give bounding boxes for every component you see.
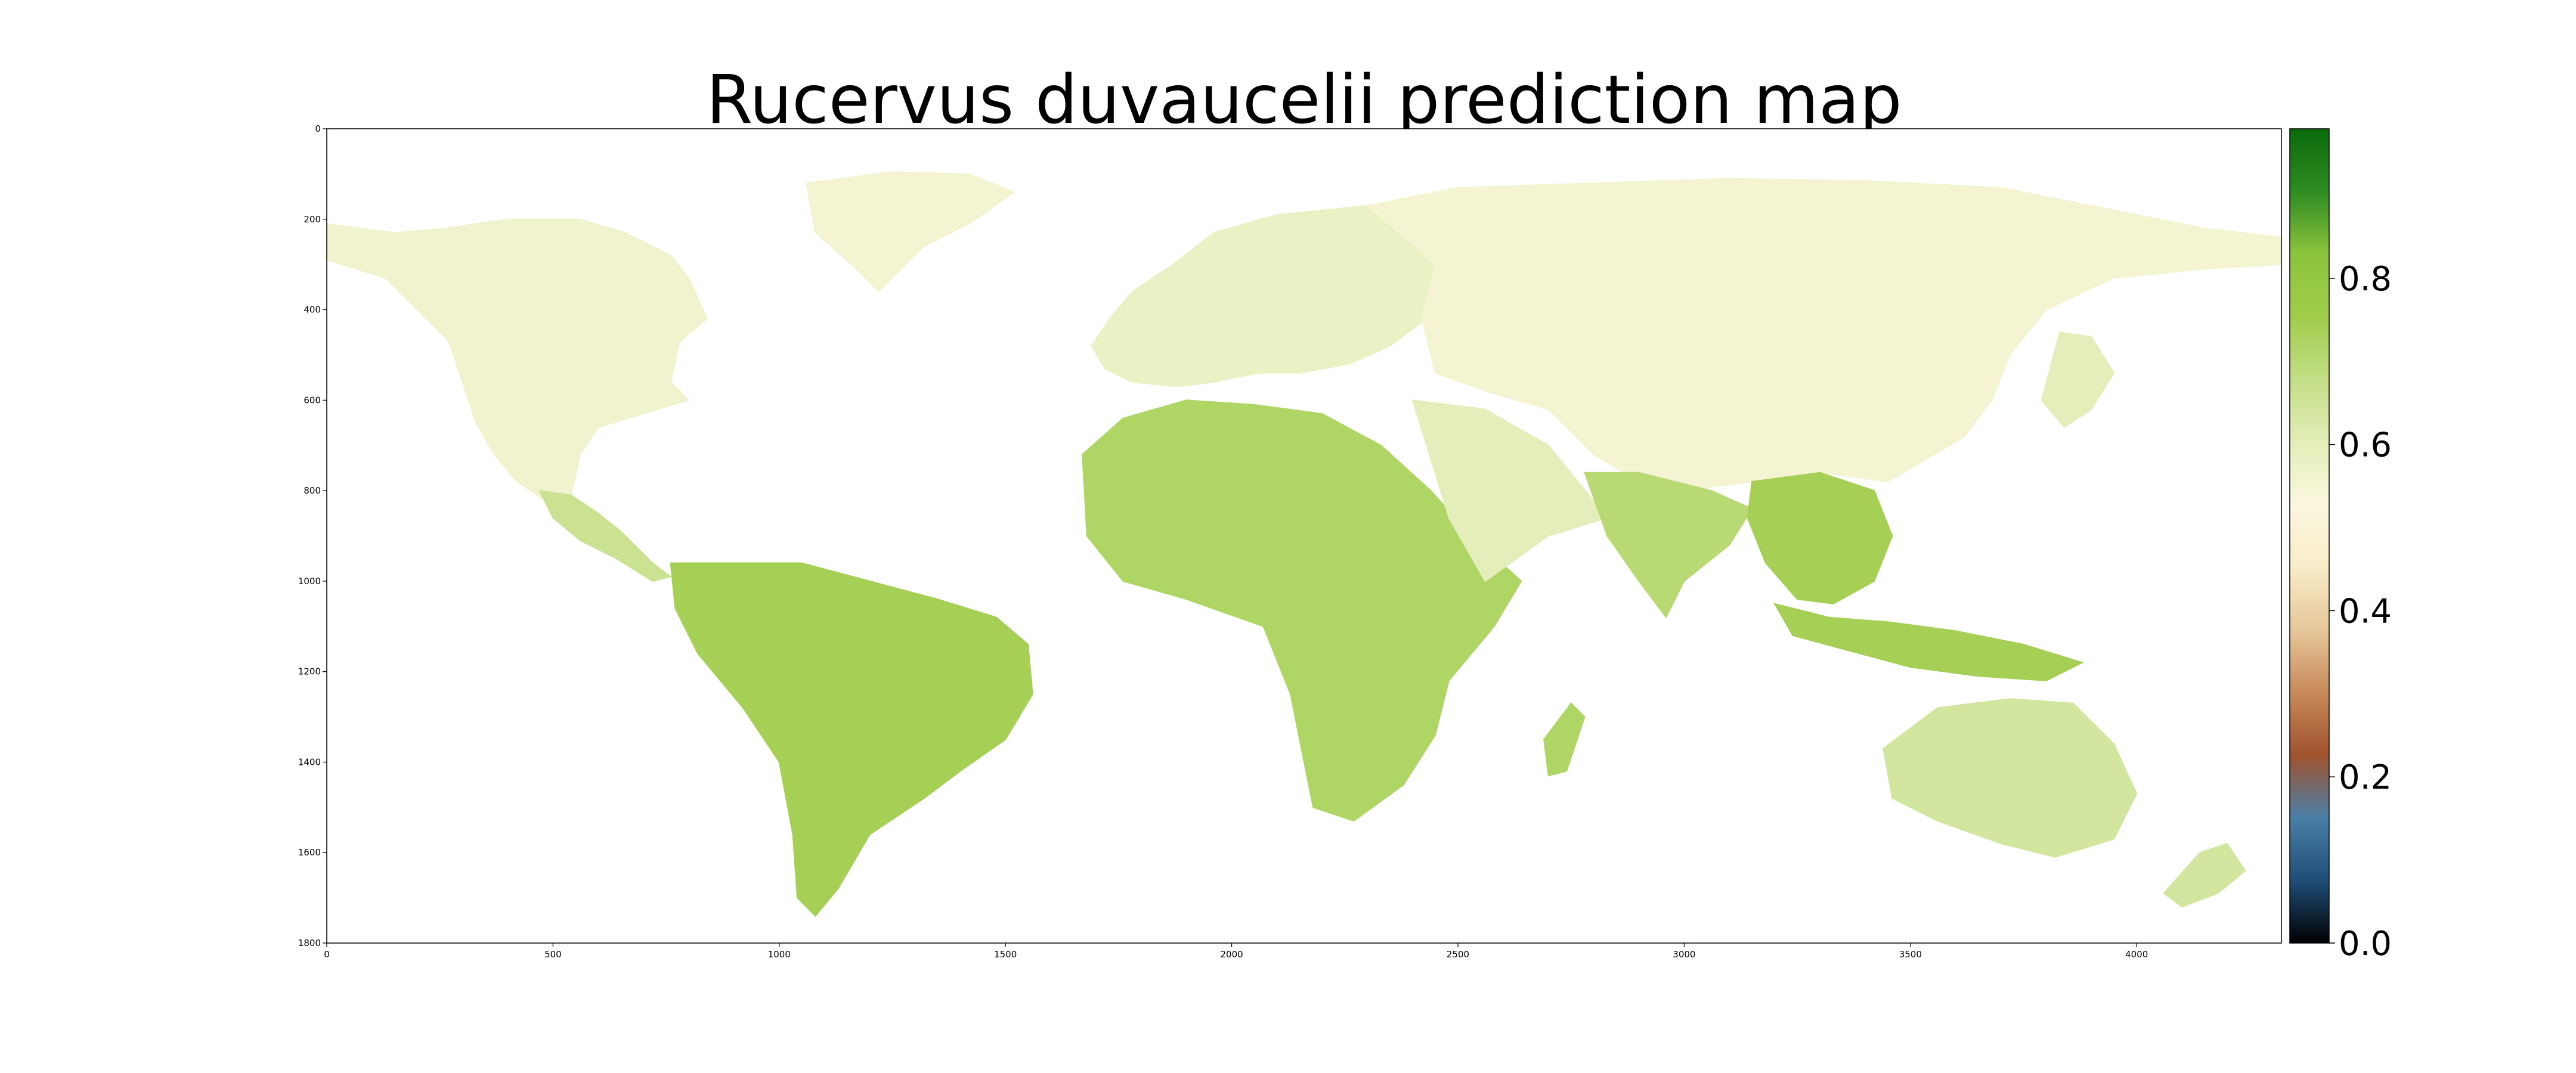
y-tick-label: 200 bbox=[304, 214, 321, 225]
y-tick-label: 800 bbox=[304, 485, 321, 496]
y-tick-label: 1600 bbox=[298, 847, 321, 858]
chart-title: Rucervus duvaucelii prediction map bbox=[706, 61, 1902, 139]
x-tick-label: 0 bbox=[324, 949, 330, 960]
colorbar bbox=[2289, 128, 2330, 944]
region-arabia bbox=[1411, 399, 1609, 582]
x-tick-label: 3000 bbox=[1673, 949, 1695, 960]
region-central-america bbox=[538, 489, 672, 582]
region-north-america bbox=[327, 218, 708, 501]
x-tick-label: 500 bbox=[544, 949, 562, 960]
colorbar-tick-label: 0.0 bbox=[2339, 925, 2392, 963]
region-australia bbox=[1883, 698, 2138, 858]
plot-frame bbox=[326, 128, 2282, 944]
y-tick-label: 0 bbox=[315, 123, 321, 134]
y-axis: 0 200 400 600 800 1000 1200 1400 1600 1800 bbox=[298, 123, 327, 948]
y-tick-label: 1200 bbox=[298, 666, 321, 677]
x-axis: 0 500 1000 1500 2000 2500 3000 3500 4000 bbox=[324, 943, 2148, 960]
x-tick-label: 2500 bbox=[1447, 949, 1469, 960]
region-russia-asia bbox=[1366, 178, 2281, 492]
colorbar-tick-label: 0.2 bbox=[2339, 758, 2392, 797]
region-japan bbox=[2041, 331, 2115, 429]
region-india bbox=[1584, 472, 1753, 619]
y-tick-label: 1800 bbox=[298, 938, 321, 948]
y-tick-label: 600 bbox=[304, 395, 321, 405]
x-tick-label: 4000 bbox=[2125, 949, 2148, 960]
y-tick-label: 1000 bbox=[298, 576, 321, 587]
y-tick-label: 400 bbox=[304, 305, 321, 315]
region-south-america bbox=[670, 562, 1033, 917]
x-tick-label: 2000 bbox=[1220, 949, 1243, 960]
x-tick-label: 1500 bbox=[994, 949, 1017, 960]
colorbar-tick-label: 0.6 bbox=[2339, 426, 2392, 465]
region-africa bbox=[1082, 399, 1522, 822]
y-tick-label: 1400 bbox=[298, 756, 321, 767]
x-tick-label: 3500 bbox=[1899, 949, 1922, 960]
x-tick-label: 1000 bbox=[768, 949, 791, 960]
colorbar-tick-label: 0.4 bbox=[2339, 592, 2392, 631]
land-regions bbox=[327, 171, 2281, 917]
colorbar-tick-label: 0.8 bbox=[2339, 260, 2392, 299]
region-indonesia bbox=[1773, 603, 2084, 681]
colorbar-axis: 0.0 0.2 0.4 0.6 0.8 bbox=[2329, 260, 2392, 963]
region-southeast-asia bbox=[1747, 472, 1893, 604]
region-new-zealand bbox=[2163, 842, 2246, 908]
region-greenland bbox=[806, 171, 1016, 293]
region-madagascar bbox=[1543, 702, 1586, 777]
